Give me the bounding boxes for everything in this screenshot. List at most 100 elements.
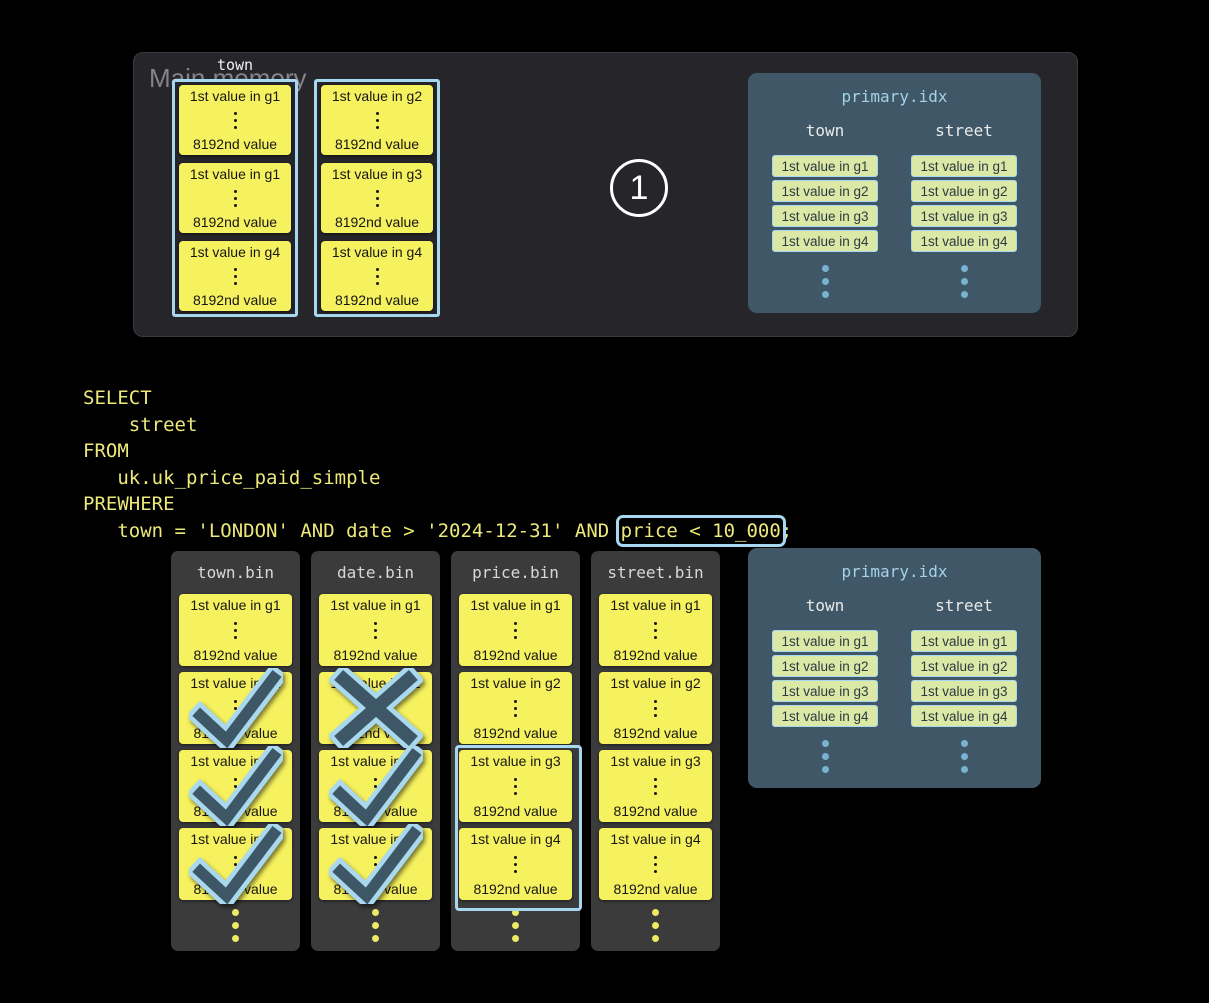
- granule-box: 1st value in g2 8192nd value: [321, 85, 433, 155]
- index-entry: 1st value in g3: [772, 680, 878, 702]
- index-entry: 1st value in g2: [911, 180, 1017, 202]
- sql-line: SELECT: [83, 387, 152, 409]
- ellipsis-dots: [234, 621, 237, 639]
- index-entry: 1st value in g2: [911, 655, 1017, 677]
- granule-last-value: 8192nd value: [334, 292, 420, 308]
- sql-line-suffix: ;: [780, 519, 793, 542]
- ellipsis-dots: [233, 189, 237, 207]
- idx-column-label: street: [935, 121, 993, 140]
- ellipsis-dots: [234, 855, 237, 873]
- index-entry: 1st value in g3: [772, 205, 878, 227]
- granule-last-value: 8192nd value: [613, 881, 698, 897]
- primary-idx-title: primary.idx: [841, 87, 948, 106]
- granule-last-value: 8192nd value: [473, 803, 558, 819]
- primary-idx-title: primary.idx: [841, 562, 948, 581]
- ellipsis-dots: [960, 740, 968, 773]
- granule-last-value: 8192nd value: [473, 647, 558, 663]
- sql-line: FROM: [83, 440, 129, 463]
- index-entry: 1st value in g1: [772, 155, 878, 177]
- ellipsis-dots: [375, 267, 379, 285]
- granule-box: 1st value in g4 8192nd value: [179, 241, 291, 311]
- granule-last-value: 8192nd value: [334, 214, 420, 230]
- ellipsis-dots: [311, 909, 440, 942]
- granule-first-value: 1st value in g4: [189, 244, 281, 260]
- ellipsis-dots: [374, 777, 377, 795]
- granule-box: 1st value in g4 8192nd value: [459, 828, 572, 900]
- ellipsis-dots: [960, 265, 968, 298]
- granule-last-value: 8192nd value: [333, 881, 418, 897]
- bin-title: town.bin: [196, 563, 275, 582]
- granule-box: 1st value in g3 8192nd value: [321, 163, 433, 233]
- granule-first-value: 1st value in g4: [331, 244, 423, 260]
- ellipsis-dots: [374, 855, 377, 873]
- granule-last-value: 8192nd value: [473, 881, 558, 897]
- granule-last-value: 8192nd value: [193, 725, 278, 741]
- ellipsis-dots: [233, 267, 237, 285]
- idx-column-label: town: [805, 596, 845, 615]
- bin-granules: 1st value in g1 8192nd value 1st value i…: [179, 594, 292, 900]
- granule-first-value: 1st value in g2: [470, 675, 561, 691]
- granule-first-value: 1st value in g4: [190, 831, 281, 847]
- ellipsis-dots: [374, 699, 377, 717]
- granule-first-value: 1st value in g1: [190, 597, 281, 613]
- ellipsis-dots: [375, 111, 379, 129]
- index-entry: 1st value in g2: [772, 180, 878, 202]
- granule-last-value: 8192nd value: [193, 881, 278, 897]
- granule-last-value: 8192nd value: [613, 725, 698, 741]
- idx-column-label: street: [935, 596, 993, 615]
- granule-first-value: 1st value in g4: [610, 831, 701, 847]
- granule-last-value: 8192nd value: [193, 803, 278, 819]
- town-bin-panel: town.bin 1st value in g1 8192nd value 1s…: [171, 551, 300, 951]
- ellipsis-dots: [514, 621, 517, 639]
- memory-granule-column-1: 1st value in g1 8192nd value 1st value i…: [172, 79, 298, 317]
- ellipsis-dots: [591, 909, 720, 942]
- memory-column-label-town: town: [216, 56, 254, 74]
- index-entry: 1st value in g4: [911, 230, 1017, 252]
- index-entry: 1st value in g1: [772, 630, 878, 652]
- primary-idx-town-column: town 1st value in g1 1st value in g2 1st…: [771, 121, 879, 298]
- bin-granules: 1st value in g1 8192nd value 1st value i…: [459, 594, 572, 900]
- granule-box: 1st value in g2 8192nd value: [599, 672, 712, 744]
- granule-last-value: 8192nd value: [333, 803, 418, 819]
- granule-box: 1st value in g4 8192nd value: [321, 241, 433, 311]
- granule-first-value: 1st value in g3: [330, 753, 421, 769]
- index-entry: 1st value in g1: [911, 630, 1017, 652]
- granule-first-value: 1st value in g2: [330, 675, 421, 691]
- ellipsis-dots: [233, 111, 237, 129]
- granule-box: 1st value in g4 8192nd value: [319, 828, 432, 900]
- index-entry: 1st value in g2: [772, 655, 878, 677]
- granule-first-value: 1st value in g3: [610, 753, 701, 769]
- date-bin-panel: date.bin 1st value in g1 8192nd value 1s…: [311, 551, 440, 951]
- granule-first-value: 1st value in g3: [331, 166, 423, 182]
- ellipsis-dots: [514, 777, 517, 795]
- granule-last-value: 8192nd value: [333, 725, 418, 741]
- granule-box: 1st value in g1 8192nd value: [179, 594, 292, 666]
- ellipsis-dots: [375, 189, 379, 207]
- bin-title: date.bin: [336, 563, 415, 582]
- granule-first-value: 1st value in g4: [330, 831, 421, 847]
- sql-line: PREWHERE: [83, 493, 175, 516]
- granule-last-value: 8192nd value: [333, 647, 418, 663]
- ellipsis-dots: [171, 909, 300, 942]
- ellipsis-dots: [514, 699, 517, 717]
- granule-first-value: 1st value in g1: [610, 597, 701, 613]
- index-entry: 1st value in g4: [772, 230, 878, 252]
- idx-column-label: town: [805, 121, 845, 140]
- granule-box: 1st value in g1 8192nd value: [179, 85, 291, 155]
- granule-first-value: 1st value in g3: [470, 753, 561, 769]
- ellipsis-dots: [514, 855, 517, 873]
- granule-last-value: 8192nd value: [192, 136, 278, 152]
- index-entry: 1st value in g4: [911, 705, 1017, 727]
- primary-idx-panel-top: primary.idx town 1st value in g1 1st val…: [748, 73, 1041, 313]
- memory-granule-column-2: 1st value in g2 8192nd value 1st value i…: [314, 79, 440, 317]
- granule-box: 1st value in g3 8192nd value: [179, 750, 292, 822]
- sql-line: town = 'LONDON' AND date > '2024-12-31' …: [83, 519, 621, 542]
- step-number: 1: [629, 168, 649, 207]
- ellipsis-dots: [821, 265, 829, 298]
- index-entry: 1st value in g3: [911, 680, 1017, 702]
- index-entry: 1st value in g4: [772, 705, 878, 727]
- granule-first-value: 1st value in g2: [331, 88, 423, 104]
- sql-line: uk.uk_price_paid_simple: [83, 466, 381, 489]
- step-1-badge: 1: [610, 159, 668, 217]
- granule-last-value: 8192nd value: [613, 647, 698, 663]
